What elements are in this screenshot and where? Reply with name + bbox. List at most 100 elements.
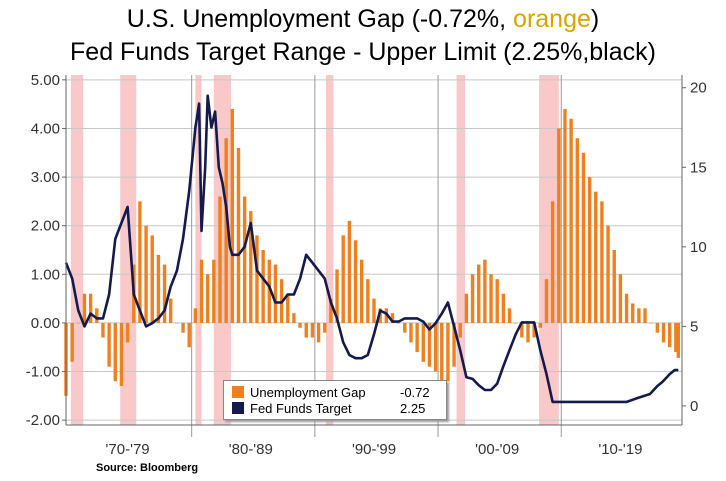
- gap-bar-45: [341, 235, 345, 323]
- gap-bar-1: [70, 322, 74, 362]
- gap-bar-67: [477, 264, 481, 323]
- gap-bar-69: [489, 274, 493, 323]
- gap-bar-75: [526, 322, 530, 343]
- gap-bar-76: [532, 322, 536, 338]
- title-line-1-start: U.S. Unemployment Gap (-0.72%,: [126, 5, 514, 33]
- gap-bar-97: [661, 322, 666, 343]
- gap-bar-22: [199, 259, 204, 323]
- gap-bar-32: [261, 250, 265, 323]
- gap-bar-64: [458, 322, 462, 338]
- gap-bar-33: [267, 259, 271, 323]
- legend-value-fed-funds-target: 2.25: [400, 400, 426, 416]
- gap-bar-60: [433, 322, 438, 372]
- gap-bar-27: [230, 109, 235, 323]
- recession-band-6: [539, 75, 559, 425]
- gap-bar-14: [150, 235, 154, 323]
- gap-bar-92: [631, 303, 635, 323]
- gap-bar-53: [390, 313, 395, 323]
- gap-bar-17: [169, 298, 173, 323]
- left-tick-label-5: 0.00: [31, 315, 60, 332]
- gap-bar-65: [464, 293, 469, 323]
- gap-bar-90: [618, 274, 623, 323]
- x-tick-label-3: '00-'09: [475, 441, 519, 458]
- gap-bar-74: [520, 322, 524, 338]
- gap-bar-19: [181, 322, 185, 333]
- left-tick-label-3: 2.00: [31, 218, 60, 235]
- chart-legend: Unemployment Gap -0.72 Fed Funds Target …: [223, 380, 447, 420]
- gap-bar-15: [156, 254, 161, 323]
- left-tick-label-4: 1.00: [31, 266, 60, 283]
- chart-title-line-1: U.S. Unemployment Gap (-0.72%, orange): [0, 4, 726, 34]
- x-tick-label-2: '90-'99: [352, 441, 396, 458]
- gap-bar-66: [470, 274, 475, 323]
- gap-bar-31: [255, 235, 259, 323]
- gap-bar-77: [538, 322, 543, 328]
- recession-band-4: [325, 75, 334, 425]
- gap-bar-43: [329, 298, 333, 323]
- left-tick-label-1: 4.00: [31, 120, 60, 137]
- gap-bar-23: [205, 274, 210, 323]
- gap-bar-42: [323, 322, 327, 333]
- gap-bar-26: [224, 138, 228, 323]
- gap-bar-71: [501, 293, 506, 323]
- title-line-1-end: ): [590, 5, 600, 33]
- gap-bar-40: [310, 322, 315, 338]
- right-tick-label-2: 10: [690, 239, 707, 256]
- gap-bar-50: [372, 298, 376, 323]
- legend-value-unemployment-gap: -0.72: [400, 384, 430, 400]
- left-tick-label-7: -2.00: [26, 412, 60, 429]
- gap-bar-82: [569, 118, 573, 323]
- gap-bar-62: [446, 322, 450, 382]
- gap-bar-73: [513, 322, 518, 324]
- legend-label-unemployment-gap: Unemployment Gap: [250, 384, 366, 400]
- gap-bar-44: [335, 269, 339, 323]
- chart-title-line-2: Fed Funds Target Range - Upper Limit (2.…: [70, 38, 656, 66]
- gap-bar-20: [187, 322, 191, 348]
- gap-bar-81: [563, 109, 567, 323]
- gap-bar-70: [495, 279, 499, 323]
- right-tick-label-0: 20: [690, 80, 707, 97]
- right-tick-label-3: 5: [690, 318, 698, 335]
- gap-bar-84: [581, 152, 586, 323]
- gap-bar-48: [359, 259, 364, 323]
- gap-bar-47: [353, 240, 358, 323]
- legend-item-fed-funds-target: Fed Funds Target 2.25: [232, 400, 440, 416]
- gap-bar-56: [409, 322, 413, 343]
- gap-bar-58: [421, 322, 425, 362]
- gap-bar-30: [249, 211, 253, 323]
- gap-bar-54: [396, 322, 401, 324]
- gap-bar-87: [600, 201, 604, 323]
- gap-bar-83: [575, 138, 579, 323]
- gap-bar-37: [292, 313, 296, 323]
- gap-bar-80: [557, 128, 561, 323]
- gap-bar-91: [624, 293, 629, 323]
- gap-bar-3: [82, 293, 87, 323]
- right-tick-label-1: 15: [690, 159, 707, 176]
- gap-bar-86: [594, 191, 598, 323]
- recession-band-0: [70, 75, 84, 425]
- gap-bar-12: [138, 201, 142, 323]
- gap-bar-61: [440, 322, 444, 382]
- gap-bar-2: [76, 322, 81, 324]
- legend-swatch-navy: [232, 402, 244, 414]
- gap-bar-99: [674, 322, 678, 353]
- left-tick-label-2: 3.00: [31, 169, 60, 186]
- gap-bar-34: [273, 264, 278, 323]
- legend-label-fed-funds-target: Fed Funds Target: [250, 400, 352, 416]
- x-tick-label-0: '70-'79: [106, 441, 150, 458]
- gap-bar-49: [366, 279, 370, 323]
- gap-bar-98: [667, 322, 672, 348]
- gap-bar-8: [113, 322, 117, 382]
- legend-swatch-orange: [232, 386, 244, 398]
- gap-bar-93: [637, 308, 641, 323]
- gap-bar-88: [606, 225, 610, 323]
- right-tick-label-4: 0: [690, 398, 698, 415]
- gap-bar-9: [119, 322, 124, 387]
- gap-bar-13: [144, 225, 148, 323]
- gap-bar-29: [242, 196, 247, 323]
- gap-bar-68: [483, 259, 487, 323]
- gap-bar-96: [655, 322, 660, 333]
- title-orange-word: orange: [513, 5, 591, 33]
- gap-bar-39: [304, 322, 308, 338]
